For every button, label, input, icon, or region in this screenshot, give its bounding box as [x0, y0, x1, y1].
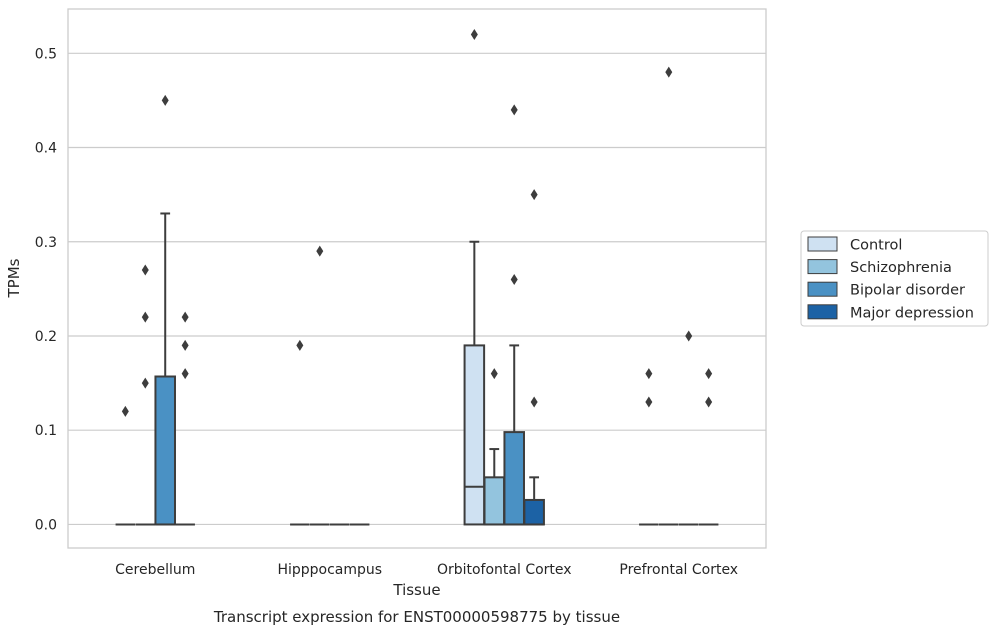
box-group — [639, 368, 659, 526]
box — [523, 498, 545, 526]
box-group — [290, 339, 310, 526]
box-group — [503, 104, 525, 526]
outlier-point — [645, 396, 653, 408]
y-tick-label: 0.1 — [35, 423, 57, 439]
box-group — [523, 189, 545, 526]
outlier-point — [510, 273, 518, 285]
box-group — [483, 368, 506, 526]
box — [463, 344, 486, 526]
box-group — [463, 28, 486, 526]
y-tick-label: 0.4 — [35, 141, 57, 157]
legend-label: Bipolar disorder — [850, 283, 965, 299]
box — [154, 375, 176, 526]
outlier-point — [141, 311, 149, 323]
outlier-point — [530, 189, 538, 201]
outlier-point — [665, 66, 673, 78]
outlier-point — [705, 396, 713, 408]
y-axis-label: TPMs — [5, 258, 23, 298]
box-group — [175, 311, 195, 526]
box-group — [115, 405, 136, 526]
x-tick-label: Orbitofontal Cortex — [437, 562, 572, 578]
legend-frame — [800, 230, 989, 327]
y-tick-label: 0.0 — [35, 517, 57, 533]
box-group — [135, 264, 156, 526]
outlier-point — [685, 330, 693, 342]
outlier-point — [141, 377, 149, 389]
x-tick-label: Cerebellum — [115, 562, 195, 578]
x-axis-ticks: Cerebellum Hipppocampus Orbitofontal Corte… — [115, 562, 738, 578]
legend-swatch — [807, 236, 838, 252]
x-axis-label: Tissue — [392, 581, 440, 599]
outlier-point — [705, 368, 713, 380]
legend-swatch — [807, 304, 838, 320]
outlier-point — [141, 264, 149, 276]
chart-caption: Transcript expression for ENST0000059877… — [213, 608, 620, 626]
box-group — [659, 66, 679, 526]
box-group — [310, 245, 330, 526]
outlier-point — [530, 396, 538, 408]
outlier-point — [490, 368, 498, 380]
outlier-point — [296, 339, 304, 351]
legend-swatch — [807, 259, 838, 275]
outlier-point — [181, 339, 189, 351]
y-tick-label: 0.5 — [35, 46, 57, 62]
outlier-point — [181, 368, 189, 380]
x-tick-label: Prefrontal Cortex — [619, 562, 738, 578]
outlier-point — [316, 245, 324, 257]
plot-frame — [67, 8, 767, 549]
plot-area — [115, 28, 719, 526]
x-tick-label: Hipppocampus — [277, 562, 382, 578]
outlier-point — [510, 104, 518, 116]
outlier-point — [161, 94, 169, 106]
legend-label: Schizophrenia — [850, 260, 952, 276]
outlier-point — [121, 405, 129, 417]
box — [483, 476, 506, 526]
legend: Control Schizophrenia Bipolar disorder Majo… — [800, 230, 989, 327]
outlier-point — [470, 28, 478, 40]
y-tick-label: 0.2 — [35, 329, 57, 345]
box-group — [678, 330, 699, 526]
legend-label: Major depression — [850, 305, 974, 321]
legend-swatch — [807, 281, 838, 297]
legend-label: Control — [850, 238, 902, 254]
outlier-point — [645, 368, 653, 380]
y-axis-ticks: 0.0 0.1 0.2 0.3 0.4 0.5 — [35, 46, 57, 533]
box-group — [698, 368, 719, 526]
outlier-point — [181, 311, 189, 323]
box-group — [154, 94, 176, 526]
y-tick-label: 0.3 — [35, 235, 57, 251]
box — [503, 431, 525, 526]
